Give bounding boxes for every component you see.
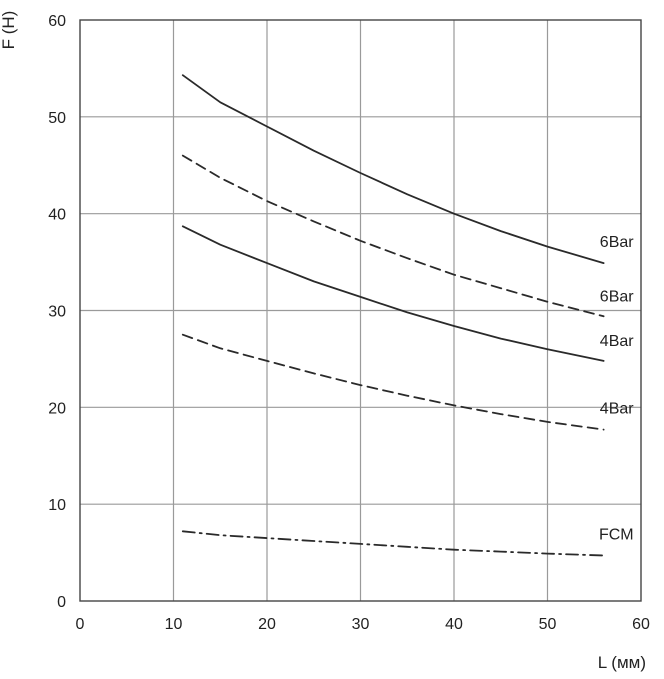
y-tick-label: 30: [48, 304, 66, 321]
series-line-4bar-dashed: [181, 333, 605, 431]
x-tick-label: 60: [632, 616, 650, 633]
series-label: 6Bar: [600, 234, 634, 251]
series-label: 4Bar: [600, 401, 634, 418]
x-axis-title: L (мм): [598, 653, 646, 672]
y-tick-label: 0: [57, 594, 66, 611]
series-line-4bar-solid: [181, 225, 605, 362]
series-label: 4Bar: [600, 333, 634, 350]
plot-frame: [79, 19, 642, 602]
y-axis-title: F (H): [0, 11, 18, 50]
x-tick-label: 30: [352, 616, 370, 633]
y-tick-label: 20: [48, 400, 66, 417]
series-line-6bar-dashed: [181, 154, 605, 318]
y-tick-label: 50: [48, 110, 66, 127]
series-line-6bar-solid: [181, 74, 605, 264]
x-tick-label: 10: [165, 616, 183, 633]
series-label: FCM: [599, 526, 634, 543]
x-tick-label: 20: [258, 616, 276, 633]
y-tick-label: 60: [48, 13, 66, 30]
x-tick-label: 50: [539, 616, 557, 633]
x-tick-label: 40: [445, 616, 463, 633]
series-label: 6Bar: [600, 288, 634, 305]
y-tick-label: 10: [48, 497, 66, 514]
x-tick-label: 0: [76, 616, 85, 633]
series-line-fcm-dashdot: [181, 530, 605, 557]
y-tick-label: 40: [48, 207, 66, 224]
